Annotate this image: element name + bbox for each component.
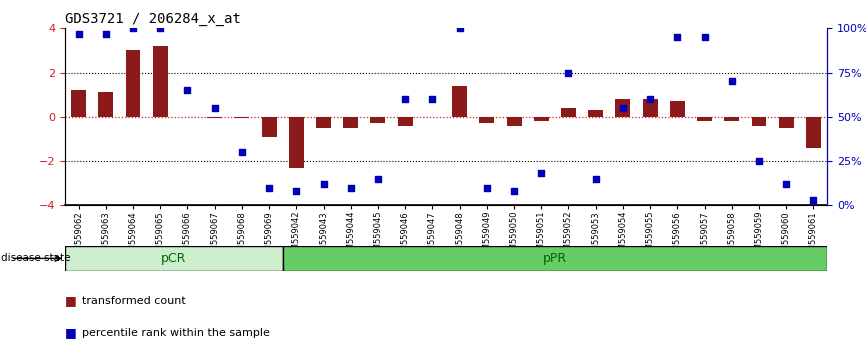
Bar [752, 117, 766, 126]
Point [806, 197, 820, 203]
Point [180, 87, 194, 93]
Point [643, 96, 657, 102]
Bar [669, 101, 685, 117]
Point [616, 105, 630, 111]
Point [289, 188, 303, 194]
Point [779, 181, 793, 187]
Bar [282, 246, 827, 271]
Bar [98, 92, 113, 117]
Bar [507, 117, 521, 126]
Bar [371, 117, 385, 124]
Bar [588, 110, 603, 117]
Bar [288, 117, 304, 168]
Point [425, 96, 439, 102]
Point [752, 158, 766, 164]
Text: transformed count: transformed count [82, 296, 186, 306]
Bar [343, 117, 359, 128]
Bar [724, 117, 740, 121]
Point [480, 185, 494, 190]
Bar [262, 117, 276, 137]
Bar [152, 46, 168, 117]
Point [317, 181, 331, 187]
Bar [126, 51, 140, 117]
Bar [697, 117, 712, 121]
Text: GDS3721 / 206284_x_at: GDS3721 / 206284_x_at [65, 12, 241, 26]
Text: percentile rank within the sample: percentile rank within the sample [82, 328, 270, 338]
Point [670, 34, 684, 40]
Bar [397, 117, 412, 126]
Point [453, 25, 467, 31]
Point [126, 25, 140, 31]
Point [507, 188, 521, 194]
Text: pPR: pPR [543, 252, 567, 265]
Point [72, 31, 86, 36]
Point [561, 70, 575, 75]
Bar [65, 246, 282, 271]
Bar [479, 117, 494, 124]
Bar [616, 99, 630, 117]
Point [99, 31, 113, 36]
Point [235, 149, 249, 155]
Bar [207, 117, 222, 118]
Bar [779, 117, 793, 128]
Point [371, 176, 385, 182]
Bar [533, 117, 549, 121]
Bar [316, 117, 331, 128]
Point [344, 185, 358, 190]
Point [589, 176, 603, 182]
Point [398, 96, 412, 102]
Bar [643, 99, 657, 117]
Text: pCR: pCR [161, 252, 186, 265]
Point [698, 34, 712, 40]
Bar [806, 117, 821, 148]
Bar [561, 108, 576, 117]
Bar [452, 86, 467, 117]
Text: ■: ■ [65, 295, 77, 307]
Point [262, 185, 276, 190]
Point [153, 25, 167, 31]
Point [208, 105, 222, 111]
Point [534, 171, 548, 176]
Point [725, 79, 739, 84]
Text: ■: ■ [65, 326, 77, 339]
Bar [235, 117, 249, 118]
Bar [71, 90, 86, 117]
Text: disease state: disease state [1, 253, 70, 263]
